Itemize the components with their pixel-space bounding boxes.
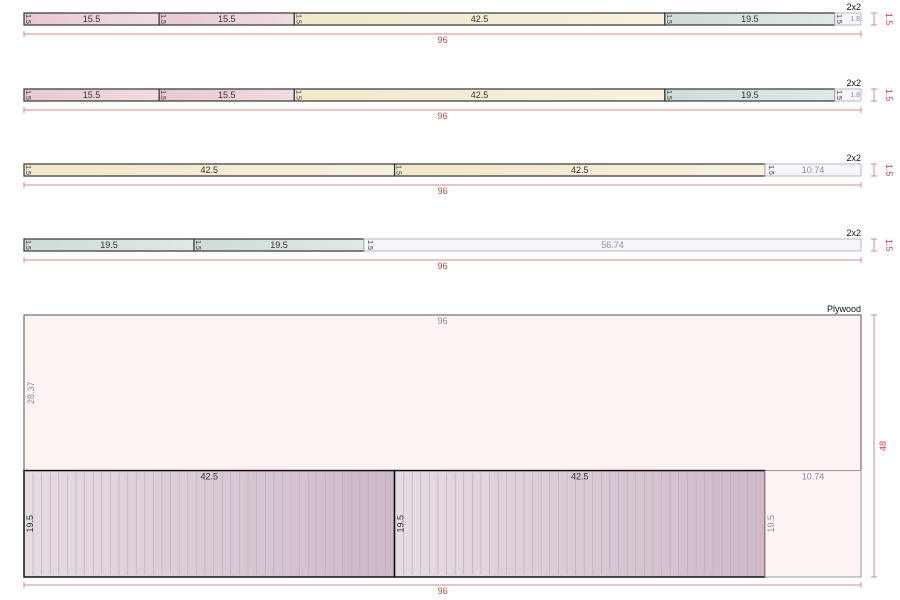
plywood-piece xyxy=(393,469,766,578)
piece-length-label: 19.5 xyxy=(741,14,759,24)
piece-thickness-label: 1.5 xyxy=(665,14,672,24)
offcut-width-label: 96 xyxy=(437,316,447,326)
offcut-height-label: 28.37 xyxy=(26,382,36,405)
piece-thickness-label: 1.5 xyxy=(24,90,31,100)
piece-length-label: 15.5 xyxy=(218,90,236,100)
piece-length-label: 42.5 xyxy=(471,14,489,24)
plywood-piece xyxy=(23,469,396,578)
piece-length-label: 19.5 xyxy=(100,240,118,250)
offcut-length-label: 10.74 xyxy=(802,165,825,175)
piece-length-label: 19.5 xyxy=(270,240,288,250)
thickness-dimension-label: 1.5 xyxy=(884,13,894,26)
board-offcut xyxy=(764,163,862,177)
plywood-material-label: Plywood xyxy=(827,304,861,314)
piece-length-label: 15.5 xyxy=(83,14,101,24)
length-dimension-label: 96 xyxy=(437,261,447,271)
piece-thickness-label: 1.5 xyxy=(159,14,166,24)
offcut-thickness-label: 1.5 xyxy=(835,14,842,24)
offcut-length-label: 1.8 xyxy=(850,92,860,99)
length-dimension-label: 96 xyxy=(437,111,447,121)
board-offcut xyxy=(834,88,862,102)
piece-thickness-label: 1.5 xyxy=(24,240,31,250)
piece-thickness-label: 1.5 xyxy=(395,165,402,175)
plywood-piece-width-label: 42.5 xyxy=(571,472,589,482)
piece-thickness-label: 1.5 xyxy=(194,240,201,250)
thickness-dimension-label: 1.5 xyxy=(884,239,894,252)
piece-thickness-label: 1.5 xyxy=(665,90,672,100)
piece-length-label: 42.5 xyxy=(201,165,219,175)
piece-length-label: 15.5 xyxy=(83,90,101,100)
length-dimension-label: 96 xyxy=(437,35,447,45)
piece-length-label: 42.5 xyxy=(471,90,489,100)
offcut-length-label: 56.74 xyxy=(601,240,624,250)
board-material-label: 2x2 xyxy=(846,2,861,12)
board-offcut xyxy=(834,12,862,26)
board-offcut xyxy=(363,238,862,252)
length-dimension-label: 96 xyxy=(437,186,447,196)
piece-thickness-label: 1.5 xyxy=(159,90,166,100)
offcut-length-label: 1.8 xyxy=(850,16,860,23)
piece-thickness-label: 1.5 xyxy=(24,14,31,24)
board-material-label: 2x2 xyxy=(846,228,861,238)
offcut-thickness-label: 1.5 xyxy=(767,165,774,175)
plywood-piece-height-label: 19.5 xyxy=(396,515,406,533)
width-dimension-label: 96 xyxy=(437,586,447,596)
plywood-piece-height-label: 19.5 xyxy=(25,515,35,533)
plywood-offcut xyxy=(764,470,862,578)
thickness-dimension-label: 1.5 xyxy=(884,89,894,102)
plywood-piece-width-label: 42.5 xyxy=(201,472,219,482)
piece-thickness-label: 1.5 xyxy=(24,165,31,175)
plywood-offcut-height-label: 19.5 xyxy=(766,515,776,533)
piece-thickness-label: 1.5 xyxy=(294,90,301,100)
offcut-thickness-label: 1.5 xyxy=(366,240,373,250)
piece-thickness-label: 1.5 xyxy=(294,14,301,24)
plywood-offcut-width-label: 10.74 xyxy=(802,472,825,482)
board-material-label: 2x2 xyxy=(846,78,861,88)
piece-length-label: 42.5 xyxy=(571,165,589,175)
offcut-thickness-label: 1.5 xyxy=(835,90,842,100)
thickness-dimension-label: 1.5 xyxy=(884,164,894,177)
board-material-label: 2x2 xyxy=(846,153,861,163)
height-dimension-label: 48 xyxy=(878,441,888,451)
piece-length-label: 15.5 xyxy=(218,14,236,24)
piece-length-label: 19.5 xyxy=(741,90,759,100)
